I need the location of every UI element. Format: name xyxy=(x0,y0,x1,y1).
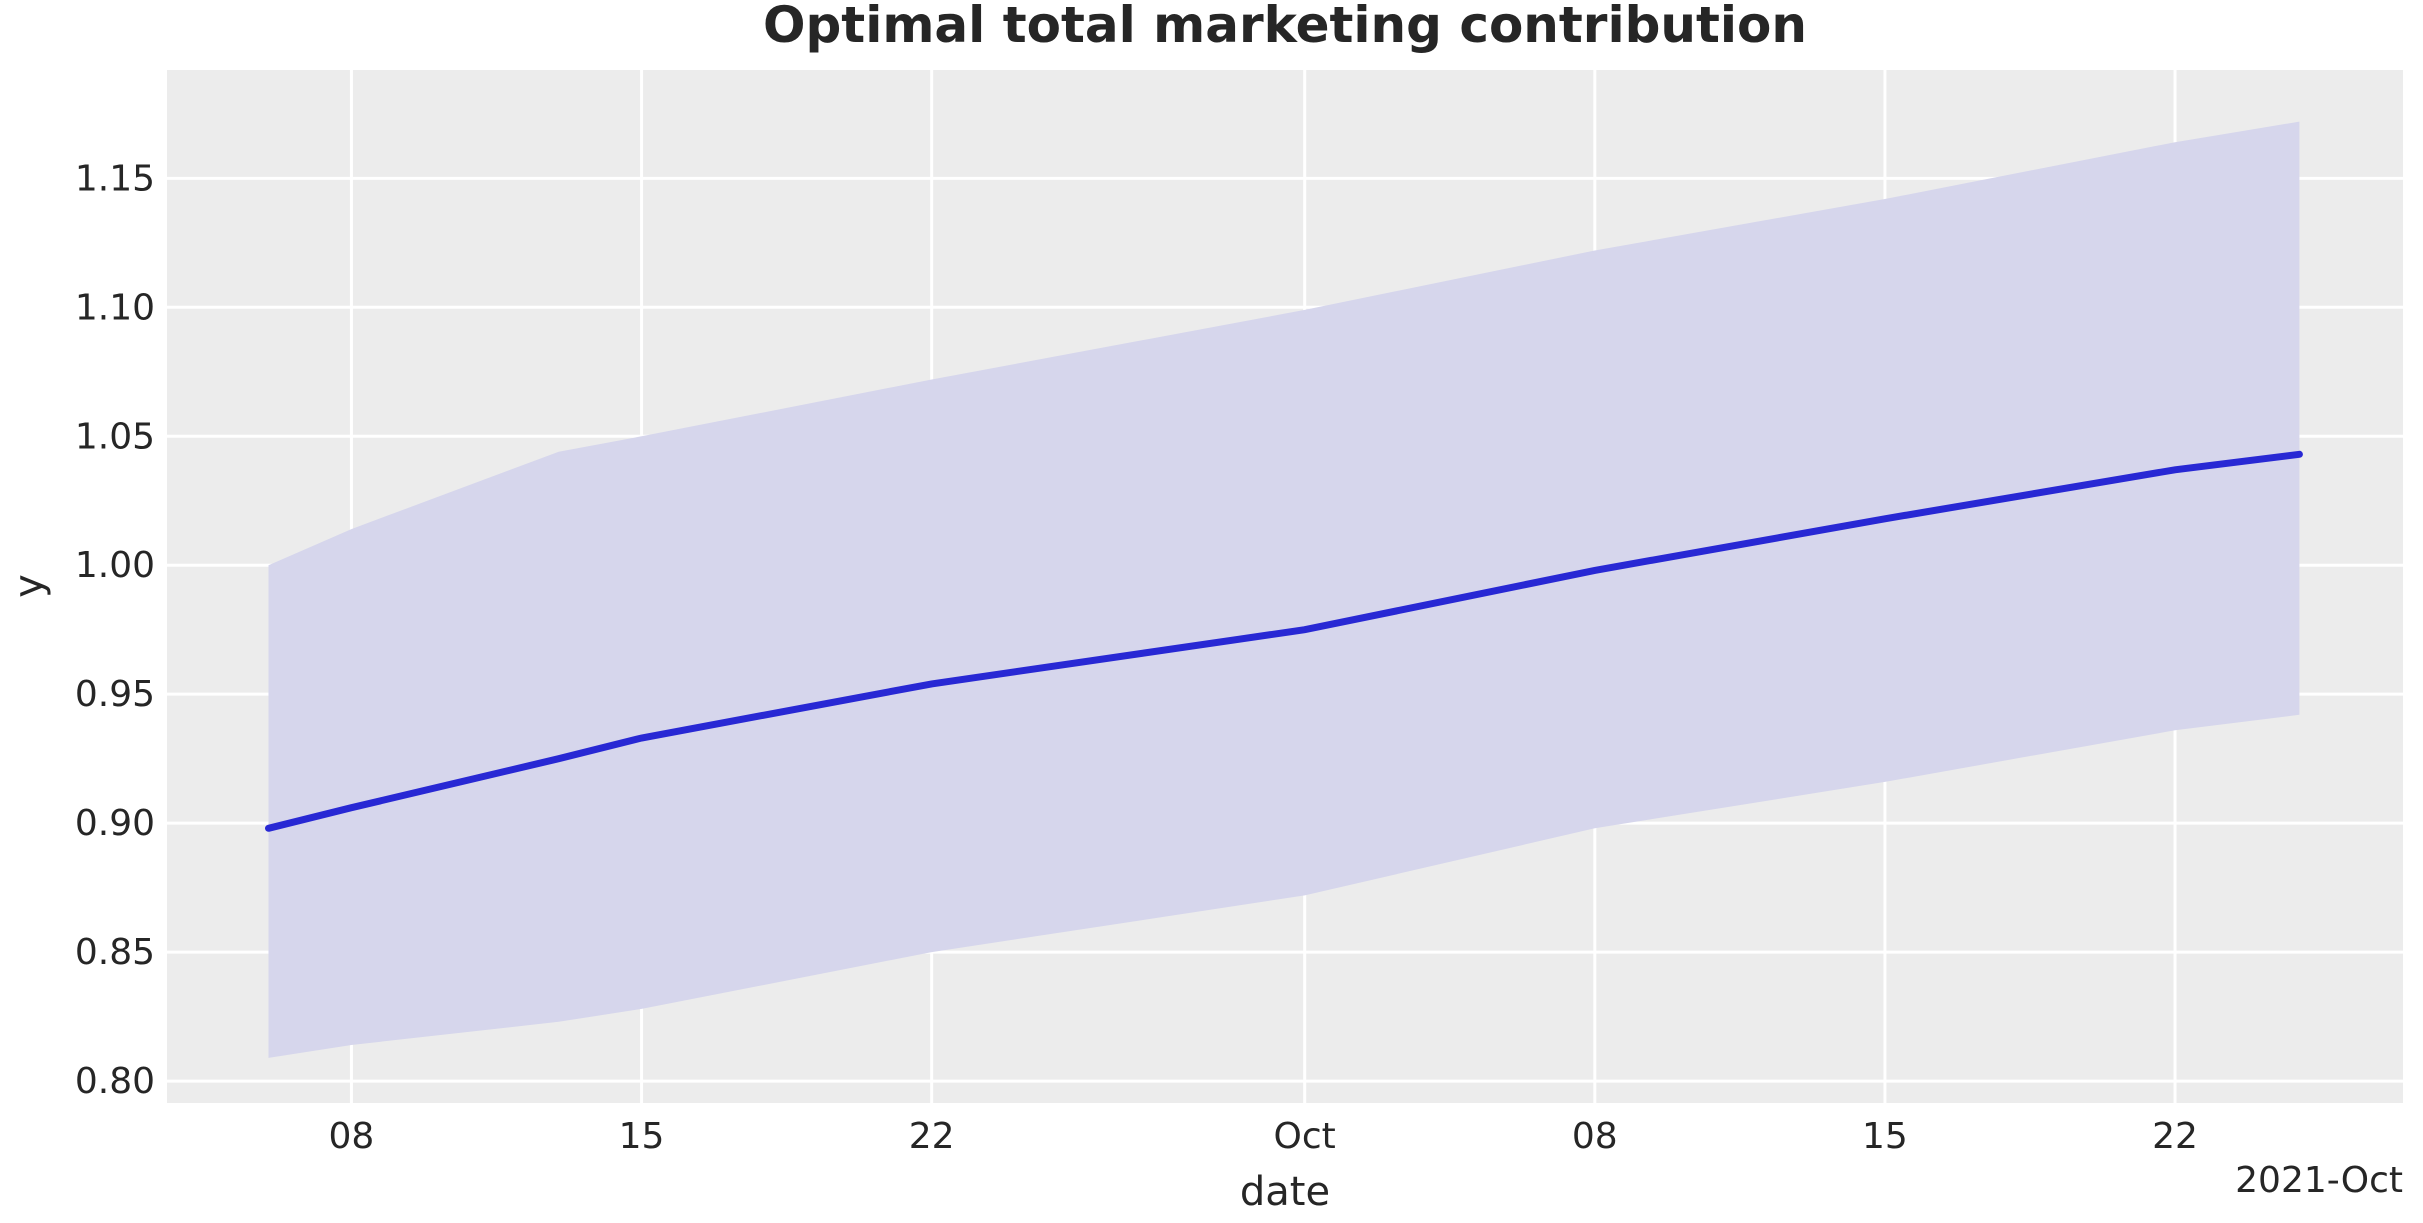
y-tick-label: 1.15 xyxy=(75,158,155,199)
x-axis-offset-label: 2021-Oct xyxy=(2235,1160,2403,1201)
x-tick-label: Oct xyxy=(1274,1116,1336,1157)
y-tick-label: 1.05 xyxy=(75,416,155,457)
chart-title: Optimal total marketing contribution xyxy=(763,0,1807,54)
y-tick-label: 0.90 xyxy=(75,803,155,844)
y-axis-label: y xyxy=(6,574,52,598)
x-tick-label: 08 xyxy=(329,1116,375,1157)
x-tick-label: 22 xyxy=(909,1116,955,1157)
x-tick-labels: 08 15 22 Oct 08 15 22 xyxy=(329,1116,2198,1157)
y-tick-label: 0.95 xyxy=(75,674,155,715)
y-tick-label: 0.85 xyxy=(75,932,155,973)
x-tick-label: 15 xyxy=(619,1116,665,1157)
mean-line xyxy=(265,450,2303,832)
x-tick-label: 08 xyxy=(1572,1116,1618,1157)
x-tick-label: 22 xyxy=(2152,1116,2198,1157)
confidence-band xyxy=(268,121,2300,1058)
x-axis-label: date xyxy=(1240,1169,1330,1215)
y-tick-label: 1.00 xyxy=(75,545,155,586)
y-tick-label: 0.80 xyxy=(75,1061,155,1102)
y-tick-labels: 0.80 0.85 0.90 0.95 1.00 1.05 1.10 1.15 xyxy=(75,158,155,1102)
y-tick-label: 1.10 xyxy=(75,287,155,328)
x-tick-label: 15 xyxy=(1862,1116,1908,1157)
